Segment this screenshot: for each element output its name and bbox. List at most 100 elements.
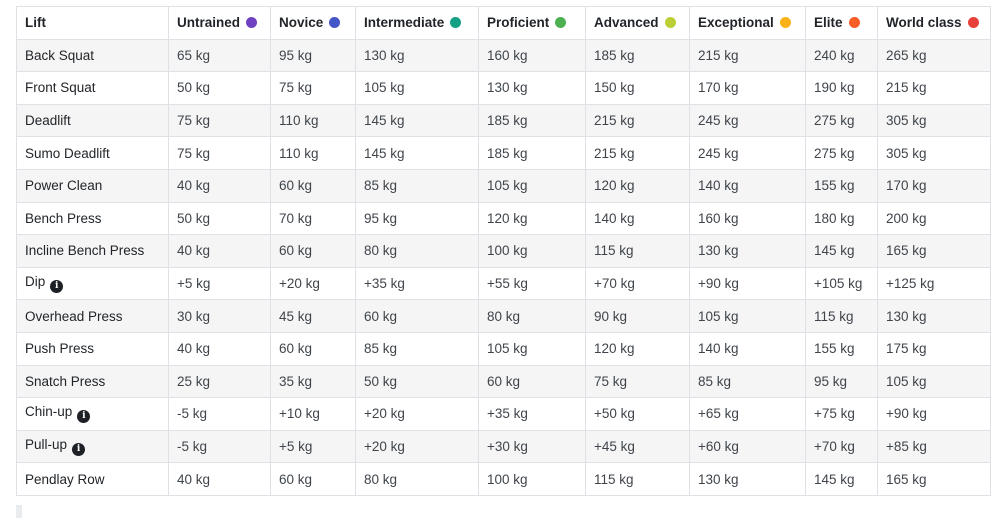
column-header-world-class: World class (877, 6, 991, 40)
table-row: Pendlay Row 40 kg 60 kg 80 kg 100 kg 115 kg 13… (16, 462, 991, 496)
column-header-lift: Lift (16, 6, 169, 40)
value-cell: -5 kg (168, 397, 271, 431)
column-header-exceptional: Exceptional (689, 6, 806, 40)
table-row: Incline Bench Press 40 kg 60 kg 80 kg 100 kg… (16, 234, 991, 268)
value-cell: 50 kg (168, 201, 271, 236)
table-row: Dip i +5 kg +20 kg +35 kg +55 kg +70 kg +90 kg +… (16, 266, 991, 301)
lift-name-cell: Deadlift (16, 103, 169, 138)
lift-name-cell: Chin-up i (16, 397, 169, 431)
value-cell: 100 kg (478, 234, 586, 268)
lift-name: Pendlay Row (25, 471, 105, 487)
value-cell: 75 kg (168, 136, 271, 170)
info-circle-icon[interactable]: i (72, 443, 86, 457)
value-cell: 85 kg (355, 331, 479, 366)
info-circle-icon[interactable]: i (50, 280, 64, 294)
value-cell: 40 kg (168, 168, 271, 203)
value-cell: 155 kg (805, 331, 878, 366)
value-cell: 40 kg (168, 462, 271, 496)
table-row: Back Squat 65 kg 95 kg 130 kg 160 kg 185 kg 21… (16, 38, 991, 73)
value-cell: 145 kg (355, 136, 479, 170)
lift-name-cell: Sumo Deadlift (16, 136, 169, 170)
value-cell: 245 kg (689, 136, 806, 170)
value-cell: +85 kg (877, 429, 991, 464)
lift-name-cell: Back Squat (16, 38, 169, 73)
lift-name: Push Press (25, 341, 95, 357)
strength-standards-table: Lift Untrained Novice Intermediate Proficien… (16, 6, 991, 496)
value-cell: 40 kg (168, 331, 271, 366)
value-cell: 60 kg (478, 364, 586, 399)
strength-standards-table-container: Lift Untrained Novice Intermediate Proficien… (16, 6, 991, 496)
value-cell: 105 kg (877, 364, 991, 399)
value-cell: 190 kg (805, 71, 878, 105)
lift-name-cell: Power Clean (16, 168, 169, 203)
column-header-elite: Elite (805, 6, 878, 40)
value-cell: 120 kg (585, 331, 690, 366)
value-cell: 305 kg (877, 103, 991, 138)
value-cell: 170 kg (877, 168, 991, 203)
value-cell: 240 kg (805, 38, 878, 73)
value-cell: 80 kg (478, 299, 586, 333)
value-cell: +90 kg (877, 397, 991, 431)
value-cell: 80 kg (355, 234, 479, 268)
value-cell: 130 kg (877, 299, 991, 333)
value-cell: 50 kg (168, 71, 271, 105)
value-cell: +70 kg (585, 266, 690, 301)
value-cell: 60 kg (270, 462, 356, 496)
value-cell: 145 kg (805, 462, 878, 496)
value-cell: 120 kg (478, 201, 586, 236)
level-dot-icon (329, 17, 341, 29)
column-header-untrained: Untrained (168, 6, 271, 40)
value-cell: 215 kg (877, 71, 991, 105)
value-cell: 60 kg (355, 299, 479, 333)
level-dot-icon (450, 17, 462, 29)
table-row: Chin-up i -5 kg +10 kg +20 kg +35 kg +50 kg +65… (16, 397, 991, 431)
value-cell: 105 kg (689, 299, 806, 333)
value-cell: 30 kg (168, 299, 271, 333)
value-cell: 160 kg (689, 201, 806, 236)
lift-name: Bench Press (25, 210, 102, 226)
lift-name: Sumo Deadlift (25, 145, 110, 161)
value-cell: 130 kg (689, 234, 806, 268)
lift-name-cell: Incline Bench Press (16, 234, 169, 268)
column-header-label: Proficient (487, 15, 550, 31)
value-cell: 180 kg (805, 201, 878, 236)
column-header-label: Exceptional (698, 15, 774, 31)
value-cell: 75 kg (270, 71, 356, 105)
value-cell: +125 kg (877, 266, 991, 301)
value-cell: 150 kg (585, 71, 690, 105)
lift-name-cell: Push Press (16, 331, 169, 366)
table-row: Pull-up i -5 kg +5 kg +20 kg +30 kg +45 kg +60 … (16, 429, 991, 464)
value-cell: 215 kg (585, 103, 690, 138)
lift-name: Front Squat (25, 80, 96, 96)
info-circle-icon[interactable]: i (77, 410, 91, 424)
table-row: Push Press 40 kg 60 kg 85 kg 105 kg 120 kg 140… (16, 331, 991, 366)
value-cell: 75 kg (585, 364, 690, 399)
column-header-novice: Novice (270, 6, 356, 40)
value-cell: 245 kg (689, 103, 806, 138)
level-dot-icon (848, 17, 860, 29)
column-header-label: Lift (25, 15, 46, 31)
value-cell: 115 kg (585, 462, 690, 496)
value-cell: 35 kg (270, 364, 356, 399)
value-cell: 215 kg (585, 136, 690, 170)
table-row: Snatch Press 25 kg 35 kg 50 kg 60 kg 75 kg 85 … (16, 364, 991, 399)
value-cell: 95 kg (355, 201, 479, 236)
value-cell: +35 kg (478, 397, 586, 431)
value-cell: +5 kg (168, 266, 271, 301)
value-cell: 200 kg (877, 201, 991, 236)
value-cell: 80 kg (355, 462, 479, 496)
value-cell: 185 kg (478, 103, 586, 138)
column-header-label: Untrained (177, 15, 241, 31)
value-cell: 185 kg (478, 136, 586, 170)
table-row: Front Squat 50 kg 75 kg 105 kg 130 kg 150 kg 1… (16, 71, 991, 105)
value-cell: 275 kg (805, 103, 878, 138)
value-cell: 145 kg (355, 103, 479, 138)
value-cell: 175 kg (877, 331, 991, 366)
value-cell: +65 kg (689, 397, 806, 431)
table-row: Overhead Press 30 kg 45 kg 60 kg 80 kg 90 kg 1… (16, 299, 991, 333)
column-header-label: World class (886, 15, 962, 31)
table-row: Sumo Deadlift 75 kg 110 kg 145 kg 185 kg 215 … (16, 136, 991, 170)
value-cell: 160 kg (478, 38, 586, 73)
value-cell: 25 kg (168, 364, 271, 399)
value-cell: 65 kg (168, 38, 271, 73)
